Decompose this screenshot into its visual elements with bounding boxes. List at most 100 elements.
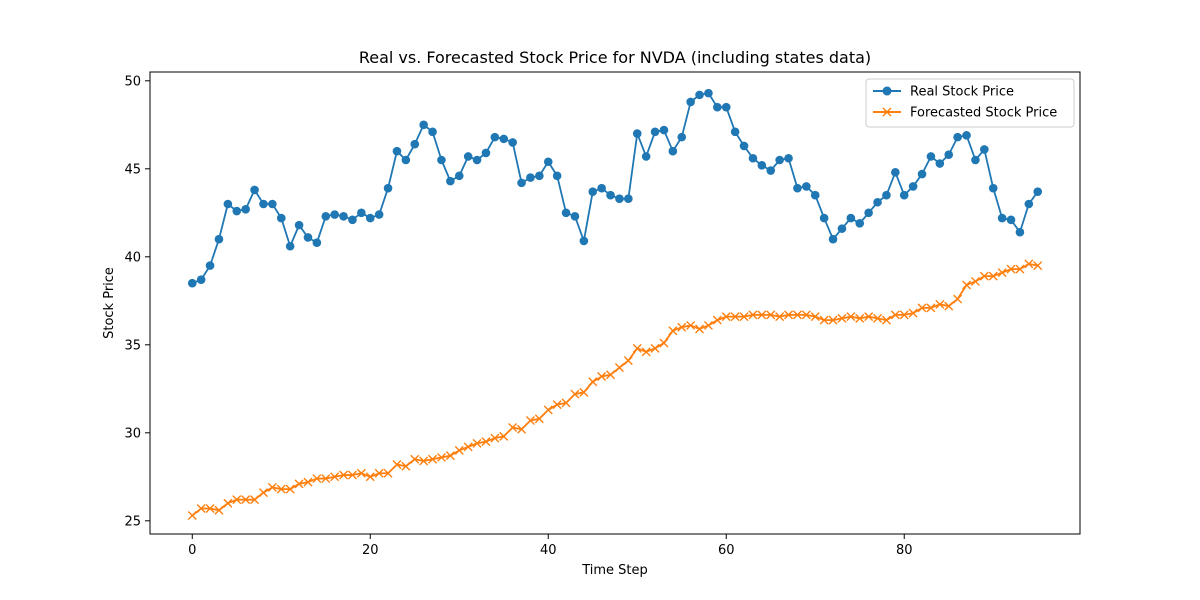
data-point-forecasted-stock-price — [428, 454, 438, 464]
data-point-real-stock-price — [784, 153, 793, 163]
data-point-real-stock-price — [882, 190, 891, 200]
data-point-real-stock-price — [205, 261, 215, 270]
data-point-forecasted-stock-price — [623, 356, 633, 366]
data-point-real-stock-price — [659, 125, 669, 135]
plot-frame — [149, 71, 1081, 535]
data-point-real-stock-price — [864, 208, 873, 218]
data-point-real-stock-price — [357, 208, 366, 218]
data-point-forecasted-stock-price — [534, 414, 544, 424]
data-point-forecasted-stock-price — [419, 456, 429, 466]
data-point-forecasted-stock-price — [436, 452, 446, 462]
data-point-forecasted-stock-price — [1006, 264, 1016, 274]
data-point-forecasted-stock-price — [668, 326, 678, 336]
data-point-forecasted-stock-price — [187, 511, 197, 521]
data-point-forecasted-stock-price — [241, 495, 251, 505]
data-point-forecasted-stock-price — [953, 294, 963, 304]
data-point-forecasted-stock-price — [881, 315, 891, 325]
data-point-real-stock-price — [446, 176, 455, 186]
data-point-real-stock-price — [837, 224, 847, 233]
x-tick-label: 0 — [188, 543, 196, 558]
data-point-real-stock-price — [766, 166, 776, 175]
data-point-real-stock-price — [980, 145, 989, 154]
x-axis: 0 20 40 60 80 — [188, 534, 913, 558]
data-point-forecasted-stock-price — [775, 312, 785, 322]
data-point-real-stock-price — [481, 148, 491, 158]
data-point-real-stock-price — [321, 212, 331, 221]
data-point-real-stock-price — [570, 212, 580, 221]
data-point-real-stock-price — [713, 102, 722, 112]
data-point-real-stock-price — [704, 88, 713, 98]
data-point-real-stock-price — [454, 171, 464, 181]
data-point-real-stock-price — [187, 278, 197, 288]
data-point-real-stock-price — [499, 134, 509, 144]
data-point-real-stock-price — [543, 157, 553, 167]
data-point-forecasted-stock-price — [721, 312, 731, 322]
data-point-forecasted-stock-price — [632, 343, 642, 353]
data-point-forecasted-stock-price — [997, 268, 1007, 278]
series-layer — [187, 88, 1043, 521]
legend: Real Stock Price Forecasted Stock Price — [865, 78, 1075, 128]
data-point-forecasted-stock-price — [561, 398, 571, 408]
data-point-real-stock-price — [196, 275, 206, 284]
data-point-forecasted-stock-price — [383, 468, 393, 478]
data-point-forecasted-stock-price — [677, 322, 687, 332]
data-point-forecasted-stock-price — [908, 308, 918, 318]
data-point-forecasted-stock-price — [410, 454, 420, 464]
data-point-forecasted-stock-price — [926, 303, 936, 313]
data-point-real-stock-price — [535, 171, 544, 181]
data-point-forecasted-stock-price — [508, 423, 518, 433]
data-point-forecasted-stock-price — [846, 312, 856, 322]
data-point-real-stock-price — [899, 190, 909, 200]
data-point-real-stock-price — [428, 127, 437, 137]
legend-marker-forecast — [882, 107, 892, 117]
data-point-real-stock-price — [935, 159, 945, 168]
data-point-forecasted-stock-price — [321, 474, 331, 484]
data-point-real-stock-price — [908, 182, 918, 191]
data-point-real-stock-price — [419, 120, 428, 130]
data-point-real-stock-price — [730, 127, 740, 137]
data-point-real-stock-price — [312, 238, 322, 248]
data-point-real-stock-price — [828, 234, 838, 244]
legend-box — [865, 78, 1075, 128]
data-point-forecasted-stock-price — [703, 320, 713, 330]
series-real-stock-price — [187, 88, 1043, 288]
data-point-forecasted-stock-price — [792, 310, 802, 320]
data-point-real-stock-price — [873, 197, 882, 207]
data-point-real-stock-price — [276, 213, 286, 223]
data-point-forecasted-stock-price — [392, 459, 402, 469]
data-point-forecasted-stock-price — [944, 301, 954, 311]
data-point-real-stock-price — [846, 213, 856, 223]
data-point-real-stock-price — [508, 138, 517, 147]
data-point-real-stock-price — [588, 187, 598, 196]
y-tick-label: 50 — [124, 74, 141, 89]
data-point-forecasted-stock-price — [481, 437, 491, 447]
data-point-real-stock-price — [392, 146, 402, 156]
data-point-forecasted-stock-price — [517, 424, 527, 434]
data-point-real-stock-price — [953, 132, 962, 142]
data-point-real-stock-price — [624, 194, 633, 204]
data-point-forecasted-stock-price — [873, 313, 883, 323]
data-point-real-stock-price — [686, 97, 695, 107]
data-point-forecasted-stock-price — [285, 484, 295, 494]
data-point-forecasted-stock-price — [935, 299, 945, 309]
data-point-real-stock-price — [285, 241, 295, 251]
data-point-real-stock-price — [383, 183, 393, 193]
data-point-forecasted-stock-price — [365, 472, 375, 482]
data-point-forecasted-stock-price — [267, 482, 277, 492]
data-point-real-stock-price — [1024, 199, 1034, 209]
data-point-real-stock-price — [1015, 227, 1025, 237]
data-point-real-stock-price — [668, 146, 678, 156]
data-point-real-stock-price — [490, 132, 500, 142]
data-point-real-stock-price — [988, 183, 998, 193]
data-point-forecasted-stock-price — [659, 338, 669, 348]
series-forecasted-stock-price — [187, 259, 1043, 521]
y-tick-label: 40 — [124, 250, 141, 265]
data-point-real-stock-price — [1006, 215, 1016, 225]
data-point-real-stock-price — [641, 152, 651, 161]
data-point-forecasted-stock-price — [988, 271, 998, 281]
data-point-forecasted-stock-price — [579, 387, 589, 397]
x-tick-label: 80 — [896, 543, 913, 558]
data-point-real-stock-price — [214, 234, 224, 244]
data-point-forecasted-stock-price — [463, 442, 473, 452]
data-point-real-stock-price — [793, 183, 802, 193]
